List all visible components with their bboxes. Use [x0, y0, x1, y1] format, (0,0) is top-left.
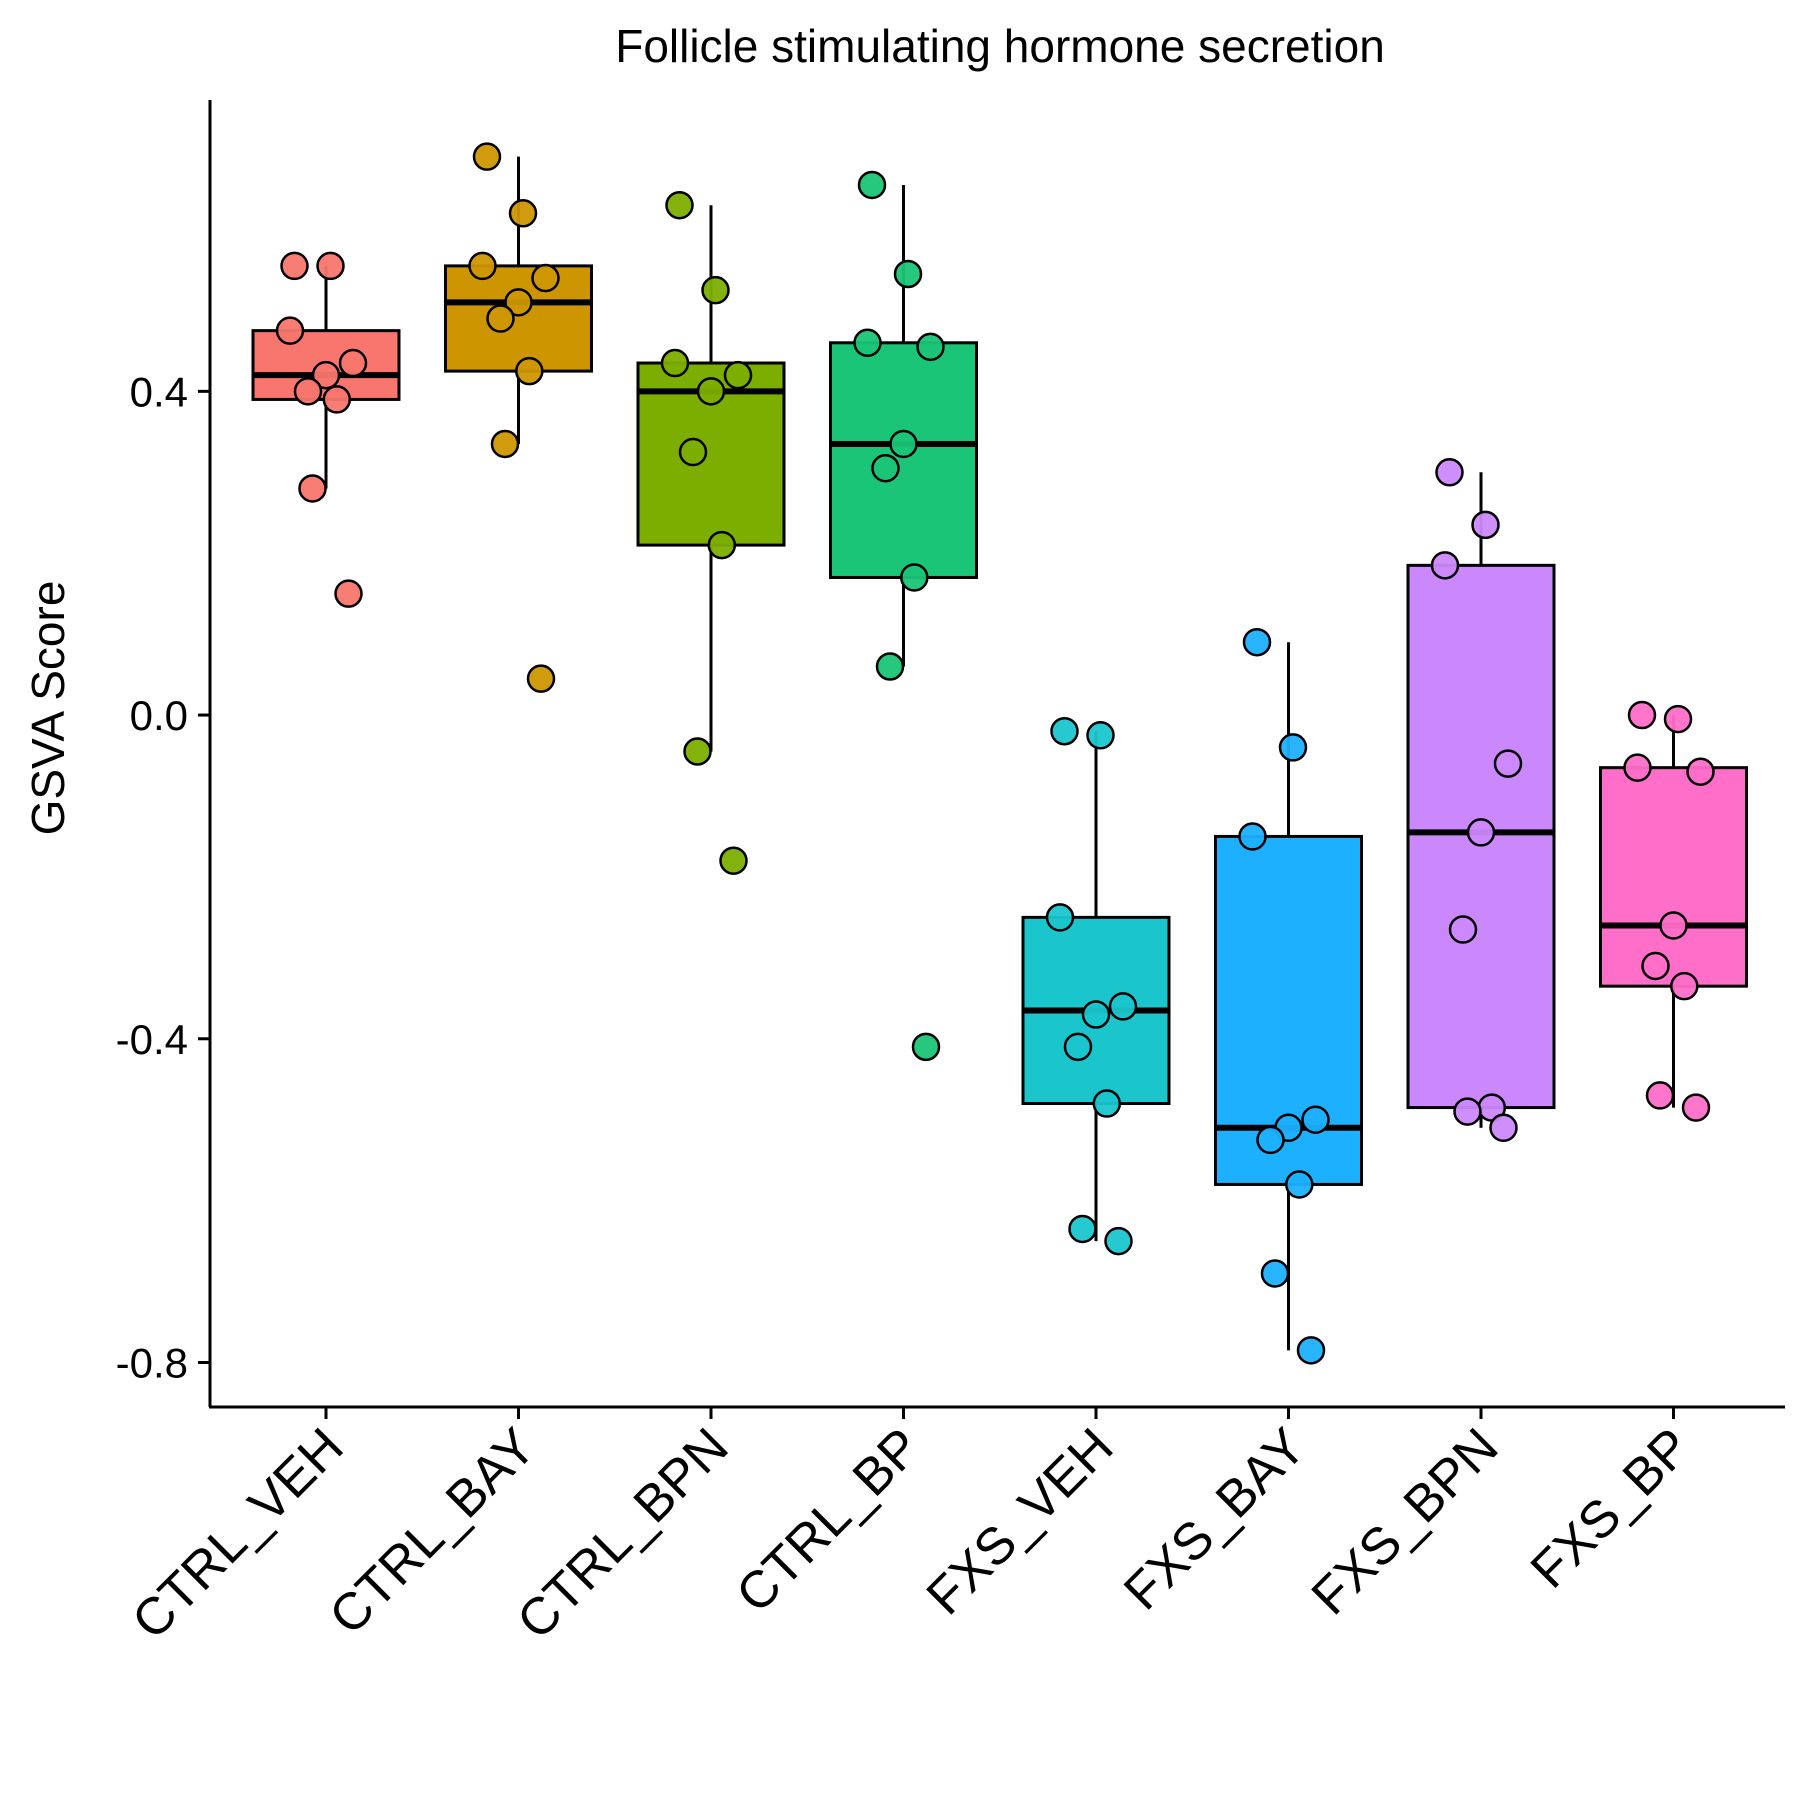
y-axis-label: GSVA Score: [22, 581, 74, 836]
box: [829, 341, 978, 579]
data-point: [298, 474, 327, 503]
box: [1599, 766, 1748, 988]
data-point: [678, 437, 708, 467]
data-point: [490, 429, 520, 459]
data-point: [1050, 716, 1079, 746]
x-tick-label: FXS_BP: [1520, 1417, 1702, 1599]
box-group-ctrl-veh: [251, 251, 401, 608]
data-point: [1493, 749, 1523, 778]
data-point: [665, 190, 694, 220]
data-point: [707, 530, 737, 560]
data-point: [1466, 818, 1496, 847]
x-tick-label: CTRL_BPN: [506, 1417, 739, 1650]
data-point: [1242, 627, 1272, 657]
data-point: [1086, 721, 1115, 750]
data-point: [322, 385, 352, 414]
x-axis: CTRL_VEHCTRL_BAYCTRL_BPNCTRL_BPFXS_VEHFX…: [121, 1407, 1702, 1651]
data-point: [1448, 915, 1478, 944]
y-axis: 0.4 0.0 -0.4 -0.8: [116, 368, 210, 1386]
data-point: [683, 737, 712, 766]
data-point: [853, 328, 882, 358]
data-point: [1063, 1032, 1093, 1062]
data-point: [875, 652, 905, 681]
data-point: [1108, 992, 1138, 1021]
data-point: [311, 360, 341, 390]
data-point: [911, 1032, 941, 1062]
box-group-ctrl-bp: [829, 170, 978, 1062]
data-point: [515, 356, 544, 386]
x-tick-label: CTRL_BP: [725, 1417, 932, 1624]
data-point: [1435, 458, 1464, 487]
x-tick-label: FXS_BPN: [1301, 1417, 1510, 1626]
box-group-fxs-veh: [1021, 716, 1171, 1256]
x-tick-label: FXS_VEH: [916, 1417, 1125, 1626]
data-point: [334, 579, 363, 608]
box-group-fxs-bp: [1599, 700, 1748, 1122]
data-point: [1081, 1000, 1111, 1029]
data-point: [508, 199, 538, 228]
data-point: [1453, 1097, 1482, 1126]
data-point: [1623, 753, 1652, 782]
data-point: [1256, 1125, 1285, 1155]
data-point: [1670, 971, 1699, 1001]
data-point: [504, 288, 533, 317]
data-point: [1285, 1170, 1314, 1199]
data-point: [1068, 1214, 1097, 1244]
data-point: [1301, 1105, 1330, 1134]
data-point: [871, 453, 900, 483]
data-point: [1278, 733, 1308, 762]
box: [444, 264, 593, 373]
data-point: [1686, 757, 1715, 786]
box-group-fxs-bay: [1214, 627, 1363, 1365]
box-group-fxs-bpn: [1406, 458, 1556, 1143]
chart-title: Follicle stimulating hormone secretion: [615, 20, 1385, 72]
data-point: [723, 360, 753, 390]
x-tick-label: CTRL_VEH: [121, 1417, 354, 1650]
data-point: [1489, 1113, 1518, 1143]
y-tick-label: 0.0: [130, 692, 188, 739]
data-point: [1663, 704, 1693, 734]
data-point: [1260, 1259, 1290, 1288]
data-point: [893, 259, 923, 289]
data-point: [696, 377, 726, 406]
data-point: [486, 304, 515, 333]
data-point: [531, 263, 560, 293]
data-point: [1681, 1093, 1711, 1122]
data-point: [701, 275, 730, 305]
y-tick-label: -0.4: [116, 1016, 188, 1063]
data-point: [1471, 510, 1500, 540]
data-point: [1045, 903, 1075, 932]
data-point: [472, 142, 502, 171]
data-point: [719, 846, 748, 875]
data-point: [1104, 1226, 1133, 1256]
data-point: [900, 563, 929, 592]
y-tick-label: -0.8: [116, 1339, 188, 1386]
x-tick-label: FXS_BAY: [1113, 1417, 1317, 1621]
data-point: [1296, 1336, 1326, 1365]
plot-area: [251, 142, 1748, 1365]
data-point: [1641, 951, 1670, 981]
data-point: [1627, 700, 1657, 730]
data-point: [1659, 911, 1688, 940]
data-point: [916, 332, 945, 362]
data-point: [275, 316, 305, 345]
data-point: [1092, 1089, 1122, 1118]
data-point: [526, 664, 556, 693]
data-point: [468, 251, 497, 281]
data-point: [857, 170, 887, 200]
data-point: [1238, 822, 1267, 851]
data-point: [660, 348, 690, 378]
data-point: [889, 429, 918, 459]
data-point: [280, 251, 309, 281]
y-tick-label: 0.4: [130, 368, 188, 415]
data-point: [1430, 551, 1460, 580]
data-point: [293, 377, 323, 406]
data-point: [338, 348, 368, 378]
box-group-ctrl-bpn: [636, 190, 786, 875]
data-point: [316, 251, 345, 281]
data-point: [1645, 1081, 1675, 1110]
box-group-ctrl-bay: [444, 142, 593, 693]
